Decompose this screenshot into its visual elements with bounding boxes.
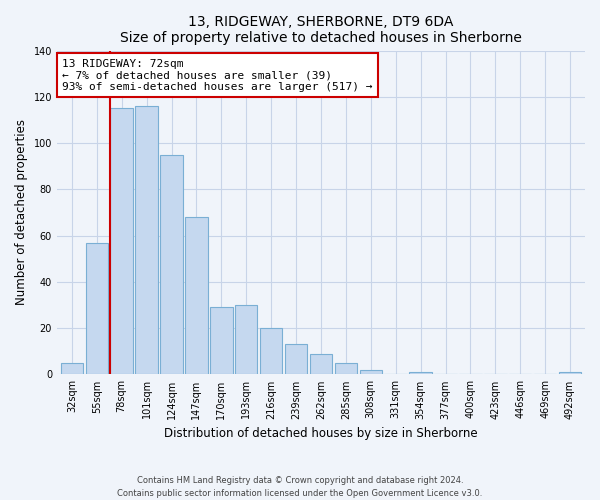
Bar	[61, 363, 83, 374]
Bar	[559, 372, 581, 374]
Text: Contains HM Land Registry data © Crown copyright and database right 2024.
Contai: Contains HM Land Registry data © Crown c…	[118, 476, 482, 498]
Bar	[335, 363, 357, 374]
Bar	[409, 372, 432, 374]
Bar	[285, 344, 307, 374]
Bar	[310, 354, 332, 374]
Bar	[86, 242, 108, 374]
X-axis label: Distribution of detached houses by size in Sherborne: Distribution of detached houses by size …	[164, 427, 478, 440]
Bar	[185, 217, 208, 374]
Bar	[110, 108, 133, 374]
Text: 13 RIDGEWAY: 72sqm
← 7% of detached houses are smaller (39)
93% of semi-detached: 13 RIDGEWAY: 72sqm ← 7% of detached hous…	[62, 58, 373, 92]
Title: 13, RIDGEWAY, SHERBORNE, DT9 6DA
Size of property relative to detached houses in: 13, RIDGEWAY, SHERBORNE, DT9 6DA Size of…	[120, 15, 522, 45]
Y-axis label: Number of detached properties: Number of detached properties	[15, 120, 28, 306]
Bar	[359, 370, 382, 374]
Bar	[235, 305, 257, 374]
Bar	[260, 328, 283, 374]
Bar	[210, 308, 233, 374]
Bar	[136, 106, 158, 374]
Bar	[160, 154, 183, 374]
